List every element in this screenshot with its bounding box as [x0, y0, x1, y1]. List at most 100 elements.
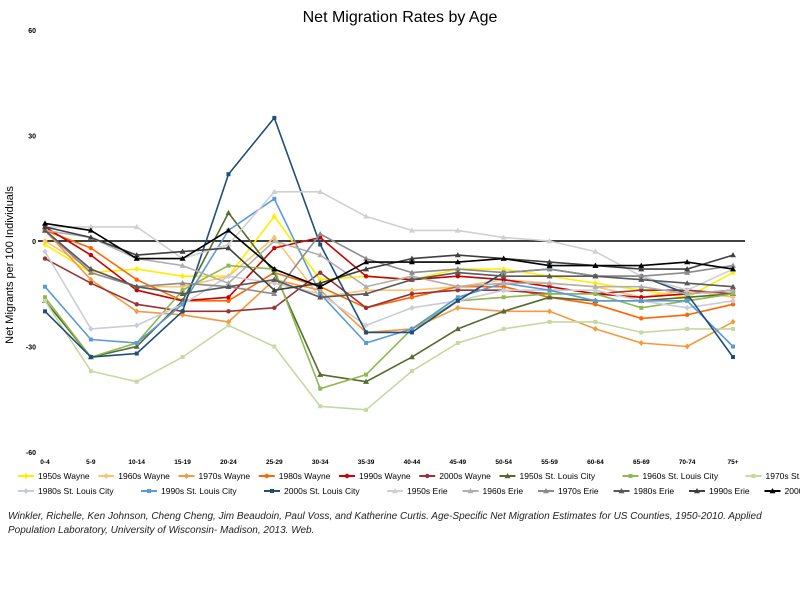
- data-point: [409, 304, 415, 311]
- legend-item: 1950s Wayne: [18, 471, 90, 481]
- data-point: [501, 277, 506, 282]
- data-point: [134, 277, 139, 282]
- legend-marker: [147, 489, 151, 493]
- data-point: [271, 290, 278, 296]
- data-point: [730, 262, 736, 268]
- y-tick-label: -30: [26, 345, 36, 352]
- x-tick-label: 60-64: [587, 459, 604, 466]
- data-point: [639, 305, 644, 310]
- legend-marker: [425, 473, 430, 479]
- legend-item: 1950s Erie: [387, 486, 448, 496]
- legend-marker: [23, 488, 29, 494]
- series-line: [44, 212, 734, 383]
- series-line: [44, 222, 734, 288]
- legend-label: 1970s St. Louis City: [766, 471, 800, 481]
- data-point: [684, 287, 691, 293]
- legend-label: 1950s Erie: [407, 486, 448, 496]
- series-line: [44, 229, 734, 295]
- series-line: [44, 229, 734, 299]
- data-point: [180, 302, 185, 307]
- legend-item: 1990s St. Louis City: [141, 486, 237, 496]
- legend-marker: [264, 473, 269, 479]
- x-tick-label: 30-34: [312, 459, 329, 466]
- data-point: [593, 319, 598, 324]
- legend-marker: [628, 474, 633, 478]
- series: [42, 220, 736, 289]
- data-point: [592, 248, 599, 254]
- data-point: [88, 337, 93, 342]
- legend-marker: [183, 473, 190, 479]
- series: [43, 196, 735, 349]
- legend-marker: [543, 488, 549, 494]
- data-point: [318, 386, 323, 391]
- data-point: [454, 259, 461, 265]
- data-point: [547, 319, 552, 324]
- data-point: [225, 241, 232, 247]
- data-point: [271, 266, 278, 272]
- data-point: [272, 344, 277, 349]
- data-point: [317, 371, 324, 377]
- data-point: [455, 298, 460, 303]
- data-point: [317, 283, 324, 289]
- data-point: [42, 220, 48, 226]
- legend-label: 1990s St. Louis City: [161, 486, 237, 496]
- x-tick-label: 10-14: [128, 459, 145, 466]
- data-point: [43, 309, 47, 314]
- data-point: [134, 302, 139, 307]
- data-point: [409, 330, 414, 335]
- data-point: [592, 325, 598, 332]
- data-point: [87, 269, 94, 275]
- data-point: [179, 280, 186, 286]
- legend-label: 1960s St. Louis City: [643, 471, 719, 481]
- data-point: [455, 273, 460, 279]
- legend-item: 2000s Erie: [764, 486, 800, 496]
- data-point: [684, 259, 691, 265]
- x-tick-label: 35-39: [358, 459, 375, 466]
- data-point: [42, 241, 48, 248]
- legend-item: 1980s Erie: [613, 486, 675, 496]
- legend-label: 1980s Erie: [634, 486, 675, 496]
- data-point: [363, 378, 370, 384]
- data-point: [500, 308, 507, 314]
- series-line: [44, 229, 734, 295]
- data-point: [730, 287, 736, 293]
- data-point: [179, 255, 186, 261]
- data-point: [408, 255, 415, 261]
- data-point: [546, 294, 553, 300]
- data-point: [179, 290, 186, 296]
- data-point: [271, 234, 277, 241]
- data-point: [454, 227, 461, 233]
- data-point: [133, 223, 140, 230]
- y-tick-label: 30: [28, 134, 36, 141]
- data-point: [731, 355, 735, 360]
- y-axis-label: Net Migrants per 100 Individuals: [4, 186, 16, 344]
- data-point: [454, 325, 461, 332]
- legend-label: 1980s St. Louis City: [38, 486, 114, 496]
- x-tick-label: 45-49: [449, 459, 466, 466]
- legend-marker: [618, 488, 625, 494]
- x-tick-label: 50-54: [495, 459, 512, 466]
- data-point: [271, 276, 278, 282]
- series: [43, 298, 735, 412]
- legend-marker: [103, 473, 109, 479]
- data-point: [42, 238, 48, 244]
- data-point: [409, 369, 414, 374]
- data-point: [318, 270, 323, 275]
- legend-label: 1970s Wayne: [199, 471, 251, 481]
- data-point: [684, 304, 690, 311]
- series-line: [44, 117, 734, 358]
- data-point: [88, 325, 94, 332]
- data-point: [363, 305, 369, 311]
- x-tick-label: 55-59: [541, 459, 558, 466]
- data-point: [133, 343, 140, 349]
- data-point: [317, 276, 323, 283]
- data-point: [501, 266, 507, 273]
- data-point: [180, 288, 185, 293]
- data-point: [592, 283, 599, 289]
- legend-label: 1960s Wayne: [118, 471, 170, 481]
- data-point: [501, 287, 507, 294]
- data-point: [271, 238, 278, 244]
- legend-label: 1950s St. Louis City: [520, 471, 596, 481]
- data-point: [730, 252, 736, 258]
